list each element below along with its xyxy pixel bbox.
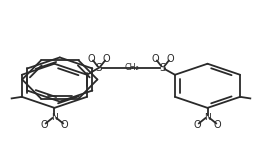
- Text: O: O: [40, 120, 48, 130]
- Text: O: O: [88, 54, 95, 64]
- Text: N: N: [51, 113, 58, 122]
- Text: N: N: [204, 113, 211, 122]
- Text: S: S: [96, 63, 102, 73]
- Text: O: O: [103, 54, 110, 64]
- Text: O: O: [151, 54, 159, 64]
- Text: O: O: [194, 120, 201, 130]
- Text: S: S: [160, 63, 166, 73]
- Text: O: O: [61, 120, 68, 130]
- Text: CH₂: CH₂: [125, 63, 140, 72]
- Text: O: O: [214, 120, 222, 130]
- Text: O: O: [167, 54, 174, 64]
